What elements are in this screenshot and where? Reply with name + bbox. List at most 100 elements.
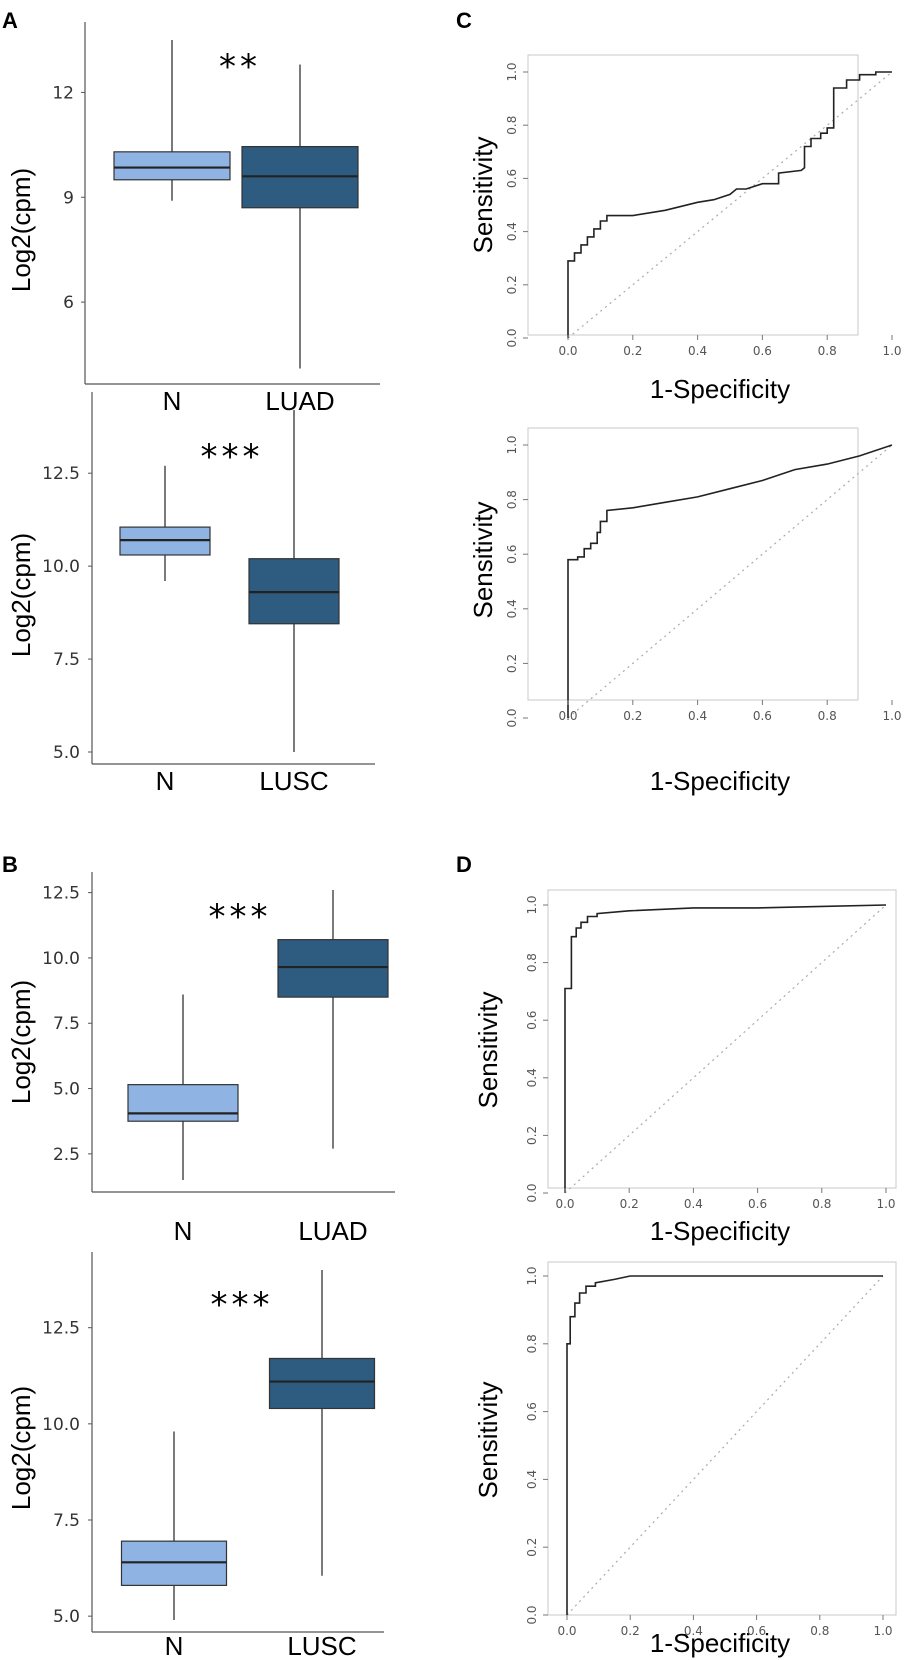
y-tick-label: 12 bbox=[52, 83, 74, 103]
y-tick-label: 0.8 bbox=[505, 116, 519, 135]
y-tick-label: 1.0 bbox=[525, 1266, 539, 1285]
y-tick-label: 7.5 bbox=[53, 1511, 80, 1531]
y-tick-label: 5.0 bbox=[53, 1080, 80, 1100]
boxplot-n-vs-luad-a: Log2(cpm) ** 12 9 6 N LUAD bbox=[6, 22, 380, 416]
x-tick-label: 0.4 bbox=[684, 1197, 703, 1211]
box-n bbox=[113, 151, 231, 181]
x-tick-label: 1.0 bbox=[882, 709, 901, 723]
y-tick-label: 0.2 bbox=[525, 1126, 539, 1145]
y-tick-label: 5.0 bbox=[53, 1607, 80, 1627]
boxplot-n-vs-luad-b: Log2(cpm) *** 12.5 10.0 7.5 5.0 2.5 N LUAD bbox=[6, 872, 395, 1246]
x-tick-label: 0.6 bbox=[753, 344, 772, 358]
significance-stars: *** bbox=[209, 897, 272, 937]
y-tick-label: 7.5 bbox=[53, 650, 80, 670]
x-tick-label: 0.2 bbox=[621, 1624, 640, 1638]
y-tick-label: 0.4 bbox=[505, 222, 519, 241]
y-tick-label: 0.4 bbox=[525, 1470, 539, 1489]
y-axis-title: Log2(cpm) bbox=[6, 1386, 36, 1510]
y-tick-label: 1.0 bbox=[525, 895, 539, 914]
x-axis-title: 1-Specificity bbox=[650, 766, 790, 796]
roc-curve-line bbox=[567, 71, 892, 338]
y-tick-label: 12.5 bbox=[42, 884, 80, 904]
boxplot-n-vs-lusc-b: Log2(cpm) *** 12.5 10.0 7.5 5.0 N LUSC bbox=[6, 1252, 384, 1660]
x-tick-label: 0.8 bbox=[810, 1624, 829, 1638]
y-tick-label: 0.2 bbox=[505, 654, 519, 673]
x-axis-title: 1-Specificity bbox=[650, 374, 790, 404]
panel-letter-b: B bbox=[2, 852, 18, 877]
y-axis-title: Sensitivity bbox=[473, 991, 503, 1108]
box-lusc bbox=[268, 1357, 376, 1410]
y-tick-label: 0.2 bbox=[505, 275, 519, 294]
roc-curve-lusc-d: 1-Specificity Sensitivity 0.0 0.0 0.2 0.2 0.… bbox=[473, 1261, 897, 1658]
y-tick-label: 5.0 bbox=[53, 743, 80, 763]
y-axis-title: Log2(cpm) bbox=[6, 168, 36, 292]
x-tick-label: 0.6 bbox=[747, 1624, 766, 1638]
x-tick-label: 0.8 bbox=[818, 344, 837, 358]
y-tick-label: 1.0 bbox=[505, 62, 519, 81]
category-label: LUAD bbox=[265, 386, 334, 416]
x-tick-label: 0.0 bbox=[558, 709, 577, 723]
y-tick-label: 0.0 bbox=[525, 1183, 539, 1202]
x-tick-label: 1.0 bbox=[873, 1624, 892, 1638]
significance-stars: ** bbox=[219, 47, 261, 87]
category-label: N bbox=[174, 1216, 193, 1246]
y-tick-label: 0.0 bbox=[505, 708, 519, 727]
y-tick-label: 1.0 bbox=[505, 435, 519, 454]
roc-curve-line bbox=[566, 1275, 883, 1615]
y-tick-label: 0.8 bbox=[525, 953, 539, 972]
plot-frame bbox=[527, 427, 859, 701]
plot-frame bbox=[527, 54, 859, 336]
x-tick-label: 0.4 bbox=[684, 1624, 703, 1638]
y-axis-title: Log2(cpm) bbox=[6, 980, 36, 1104]
x-tick-label: 0.6 bbox=[753, 709, 772, 723]
diagonal-reference bbox=[567, 444, 893, 719]
box-n bbox=[127, 1084, 239, 1122]
plot-frame bbox=[547, 1261, 897, 1616]
y-tick-label: 0.0 bbox=[525, 1605, 539, 1624]
roc-curve-lusc-c: 1-Specificity Sensitivity 0.0 0.0 0.2 0.2 0.… bbox=[468, 427, 902, 796]
roc-curve-luad-c: 1-Specificity Sensitivity 0.0 0.0 0.2 0.2 0.… bbox=[468, 54, 902, 404]
diagonal-reference bbox=[564, 904, 887, 1194]
y-tick-label: 12.5 bbox=[42, 1319, 80, 1339]
x-tick-label: 0.4 bbox=[688, 344, 707, 358]
y-tick-label: 0.6 bbox=[505, 545, 519, 564]
y-axis-title: Sensitivity bbox=[473, 1381, 503, 1498]
plot-frame bbox=[547, 889, 897, 1189]
x-tick-label: 0.2 bbox=[623, 344, 642, 358]
significance-stars: *** bbox=[201, 437, 264, 477]
y-tick-label: 0.4 bbox=[505, 599, 519, 618]
x-tick-label: 0.2 bbox=[620, 1197, 639, 1211]
category-label: N bbox=[163, 386, 182, 416]
roc-curve-line bbox=[567, 444, 893, 718]
x-tick-label: 0.0 bbox=[558, 344, 577, 358]
x-tick-label: 0.4 bbox=[688, 709, 707, 723]
y-axis-title: Sensitivity bbox=[468, 501, 498, 618]
y-tick-label: 0.8 bbox=[505, 490, 519, 509]
y-tick-label: 6 bbox=[63, 293, 74, 313]
panel-letter-d: D bbox=[456, 852, 472, 877]
x-tick-label: 1.0 bbox=[876, 1197, 895, 1211]
category-label: LUSC bbox=[287, 1631, 356, 1660]
x-tick-label: 0.8 bbox=[818, 709, 837, 723]
diagonal-reference bbox=[566, 1275, 884, 1616]
x-tick-label: 1.0 bbox=[882, 344, 901, 358]
roc-curve-luad-d: 1-Specificity Sensitivity 0.0 0.0 0.2 0.2 0.… bbox=[473, 889, 897, 1246]
panel-letter-c: C bbox=[456, 8, 472, 33]
significance-stars: *** bbox=[211, 1285, 274, 1325]
box-luad bbox=[277, 939, 389, 998]
category-label: N bbox=[156, 766, 175, 796]
roc-curve-line bbox=[564, 904, 887, 1193]
diagonal-reference bbox=[567, 71, 893, 339]
panel-letter-a: A bbox=[2, 8, 18, 33]
x-axis-title: 1-Specificity bbox=[650, 1628, 790, 1658]
y-tick-label: 0.8 bbox=[525, 1334, 539, 1353]
category-label: N bbox=[165, 1631, 184, 1660]
x-tick-label: 0.8 bbox=[812, 1197, 831, 1211]
y-tick-label: 9 bbox=[63, 188, 74, 208]
boxplot-n-vs-lusc-a: Log2(cpm) *** 12.5 10.0 7.5 5.0 N LUSC bbox=[6, 392, 375, 796]
y-tick-label: 0.0 bbox=[505, 328, 519, 347]
x-tick-label: 0.0 bbox=[555, 1197, 574, 1211]
y-tick-label: 0.6 bbox=[525, 1011, 539, 1030]
y-tick-label: 0.6 bbox=[505, 169, 519, 188]
